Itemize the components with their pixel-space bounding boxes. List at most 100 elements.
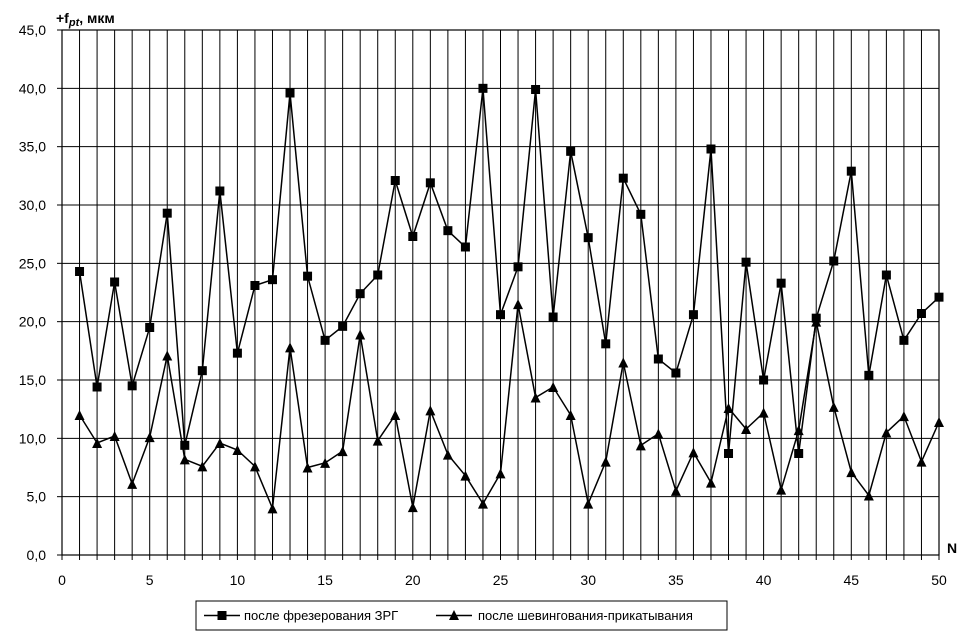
data-point-series-1 (338, 321, 348, 331)
x-tick-label: 35 (668, 572, 684, 588)
data-point-series-1 (197, 366, 207, 376)
data-point-series-2 (92, 438, 103, 448)
data-point-series-1 (531, 85, 541, 94)
x-tick-labels: 0 5 10 15 20 25 30 35 40 45 50 (58, 572, 947, 588)
data-point-series-1 (478, 83, 488, 93)
y-tick-label: 20,0 (19, 314, 46, 330)
y-tick-label: 40,0 (19, 80, 46, 96)
data-point-series-2 (600, 456, 611, 467)
y-tick-label: 5,0 (27, 489, 47, 505)
data-point-series-1 (864, 370, 874, 380)
y-tick-label: 25,0 (19, 255, 46, 271)
data-point-series-2 (705, 477, 716, 488)
data-point-series-2 (197, 461, 208, 472)
data-point-series-1 (250, 281, 260, 290)
y-axis-title-subscript: pt (68, 17, 81, 29)
legend-label-series-1: после фрезерования ЗРГ (244, 608, 398, 623)
x-tick-label: 0 (58, 572, 66, 588)
y-tick-label: 15,0 (19, 372, 46, 388)
data-point-series-1 (583, 233, 593, 243)
data-point-series-2 (337, 446, 348, 457)
data-point-series-1 (618, 173, 628, 183)
x-tick-label: 20 (405, 572, 421, 588)
data-point-series-2 (618, 357, 629, 368)
data-point-series-2 (881, 427, 892, 438)
data-point-series-1 (513, 262, 523, 272)
data-point-series-1 (829, 256, 839, 266)
data-point-series-2 (898, 411, 909, 422)
data-point-series-2 (249, 461, 260, 472)
data-point-series-2 (144, 432, 155, 443)
data-point-series-2 (407, 502, 418, 513)
x-tick-label: 25 (493, 572, 509, 588)
data-point-series-2 (267, 503, 278, 514)
data-point-series-1 (425, 178, 435, 188)
data-point-series-2 (162, 350, 173, 361)
data-point-series-1 (496, 310, 505, 320)
data-point-series-1 (373, 270, 383, 280)
data-point-series-1 (636, 209, 646, 219)
data-point-series-2 (179, 454, 190, 465)
legend-box (195, 600, 728, 631)
data-point-series-1 (759, 375, 769, 385)
legend-item-series-2: после шевингования-прикатывания (436, 608, 693, 623)
data-point-series-1 (688, 310, 698, 320)
data-point-series-2 (127, 478, 138, 489)
data-point-series-1 (267, 275, 277, 285)
data-point-series-1 (285, 88, 295, 98)
series-markers (74, 83, 944, 514)
axes (57, 29, 940, 560)
data-point-series-1 (320, 335, 330, 345)
data-point-series-1 (127, 381, 137, 391)
legend: после фрезерования ЗРГ после шевинговани… (195, 600, 728, 631)
data-point-series-1 (916, 309, 926, 318)
data-point-series-1 (899, 335, 909, 345)
data-point-series-2 (390, 410, 401, 420)
data-point-series-2 (863, 490, 874, 501)
x-tick-label: 30 (580, 572, 596, 588)
series-lines (78, 88, 940, 509)
data-point-series-1 (162, 208, 172, 218)
data-point-series-2 (793, 425, 804, 436)
data-point-series-2 (232, 445, 243, 455)
data-point-series-2 (741, 424, 752, 434)
data-point-series-2 (776, 484, 787, 495)
data-point-series-1 (776, 278, 786, 288)
legend-marker-square-icon (217, 611, 227, 620)
data-point-series-2 (916, 456, 927, 467)
x-tick-label: 50 (931, 572, 947, 588)
y-tick-label: 45,0 (19, 22, 46, 38)
x-tick-label: 40 (756, 572, 772, 588)
data-point-series-2 (302, 462, 313, 473)
data-point-series-1 (92, 382, 102, 392)
data-point-series-2 (758, 407, 769, 418)
x-tick-label: 5 (146, 572, 154, 588)
data-point-series-2 (495, 468, 506, 479)
y-tick-label: 0,0 (27, 547, 47, 563)
data-point-series-1 (548, 312, 558, 322)
data-point-series-2 (460, 470, 471, 481)
data-point-series-1 (232, 348, 242, 358)
data-point-series-2 (583, 498, 594, 509)
data-point-series-1 (180, 440, 190, 450)
data-point-series-2 (355, 329, 366, 340)
series-line-2 (78, 304, 940, 509)
data-point-series-1 (601, 339, 611, 349)
data-point-series-2 (670, 485, 681, 496)
data-point-series-2 (723, 403, 734, 413)
data-point-series-2 (635, 440, 646, 451)
y-tick-label: 10,0 (19, 430, 46, 446)
data-point-series-2 (811, 316, 822, 327)
y-axis-title-prefix: +f (56, 10, 69, 26)
data-point-series-1 (75, 267, 85, 276)
data-point-series-1 (303, 271, 313, 281)
data-point-series-2 (513, 299, 524, 310)
data-point-series-1 (408, 232, 418, 241)
data-point-series-2 (565, 410, 576, 420)
x-axis-title: N (947, 540, 957, 556)
x-tick-label: 45 (844, 572, 860, 588)
data-point-series-2 (372, 435, 383, 446)
data-point-series-1 (390, 176, 400, 185)
data-point-series-1 (724, 449, 734, 458)
data-point-series-2 (548, 382, 559, 392)
